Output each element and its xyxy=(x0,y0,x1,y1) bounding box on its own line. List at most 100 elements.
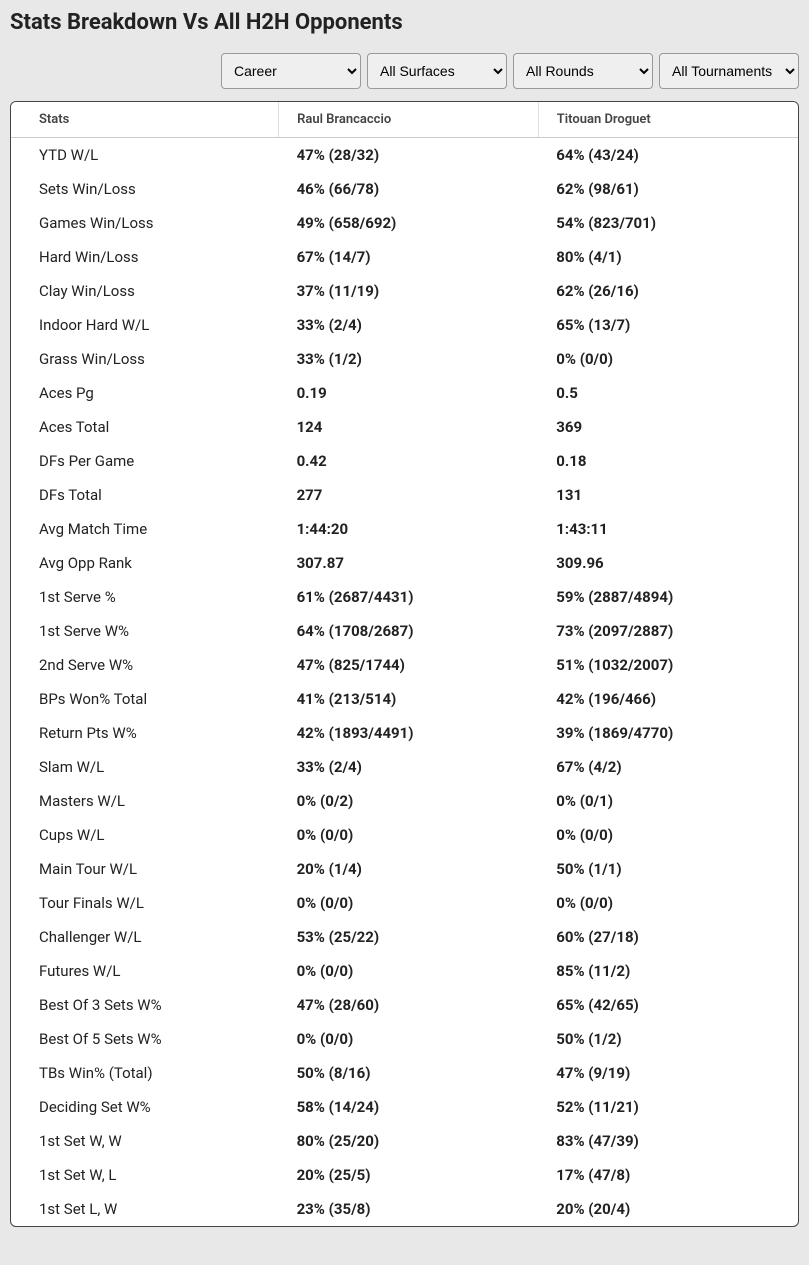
stat-value: 20% (20/4) xyxy=(538,1192,798,1226)
stat-value: 62% (26/16) xyxy=(538,274,798,308)
stat-value: 0% (0/0) xyxy=(538,342,798,376)
stat-label: Slam W/L xyxy=(11,750,279,784)
stat-label: Hard Win/Loss xyxy=(11,240,279,274)
filter-bar: Career All Surfaces All Rounds All Tourn… xyxy=(10,53,799,89)
stat-label: Main Tour W/L xyxy=(11,852,279,886)
stat-label: Futures W/L xyxy=(11,954,279,988)
stat-value: 67% (14/7) xyxy=(279,240,539,274)
table-row: Sets Win/Loss46% (66/78)62% (98/61) xyxy=(11,172,798,206)
stat-value: 0.19 xyxy=(279,376,539,410)
table-row: Grass Win/Loss33% (1/2)0% (0/0) xyxy=(11,342,798,376)
table-row: DFs Total277131 xyxy=(11,478,798,512)
table-row: Masters W/L0% (0/2)0% (0/1) xyxy=(11,784,798,818)
stats-table-container: Stats Raul Brancaccio Titouan Droguet YT… xyxy=(10,101,799,1227)
stat-label: YTD W/L xyxy=(11,138,279,173)
stat-label: Return Pts W% xyxy=(11,716,279,750)
table-row: BPs Won% Total41% (213/514)42% (196/466) xyxy=(11,682,798,716)
stat-value: 50% (1/2) xyxy=(538,1022,798,1056)
stat-value: 124 xyxy=(279,410,539,444)
stat-label: Indoor Hard W/L xyxy=(11,308,279,342)
table-row: TBs Win% (Total)50% (8/16)47% (9/19) xyxy=(11,1056,798,1090)
tournament-select[interactable]: All Tournaments xyxy=(659,53,799,89)
stat-value: 17% (47/8) xyxy=(538,1158,798,1192)
stat-value: 33% (2/4) xyxy=(279,750,539,784)
stat-label: Cups W/L xyxy=(11,818,279,852)
table-row: 1st Serve %61% (2687/4431)59% (2887/4894… xyxy=(11,580,798,614)
table-row: Challenger W/L53% (25/22)60% (27/18) xyxy=(11,920,798,954)
stat-value: 41% (213/514) xyxy=(279,682,539,716)
col-header-player1: Raul Brancaccio xyxy=(279,102,539,138)
stat-value: 65% (13/7) xyxy=(538,308,798,342)
table-row: Return Pts W%42% (1893/4491)39% (1869/47… xyxy=(11,716,798,750)
stat-label: Masters W/L xyxy=(11,784,279,818)
table-row: Avg Match Time1:44:201:43:11 xyxy=(11,512,798,546)
table-row: 2nd Serve W%47% (825/1744)51% (1032/2007… xyxy=(11,648,798,682)
stat-value: 50% (8/16) xyxy=(279,1056,539,1090)
stat-value: 65% (42/65) xyxy=(538,988,798,1022)
table-row: Games Win/Loss49% (658/692)54% (823/701) xyxy=(11,206,798,240)
stat-value: 85% (11/2) xyxy=(538,954,798,988)
table-row: 1st Set W, L20% (25/5)17% (47/8) xyxy=(11,1158,798,1192)
stat-value: 47% (28/60) xyxy=(279,988,539,1022)
surface-select[interactable]: All Surfaces xyxy=(367,53,507,89)
stat-value: 309.96 xyxy=(538,546,798,580)
stat-label: Aces Pg xyxy=(11,376,279,410)
stat-label: Clay Win/Loss xyxy=(11,274,279,308)
table-row: Slam W/L33% (2/4)67% (4/2) xyxy=(11,750,798,784)
stat-value: 307.87 xyxy=(279,546,539,580)
table-row: YTD W/L47% (28/32)64% (43/24) xyxy=(11,138,798,173)
stat-label: Deciding Set W% xyxy=(11,1090,279,1124)
period-select[interactable]: Career xyxy=(221,53,361,89)
stat-value: 0.18 xyxy=(538,444,798,478)
table-row: Best Of 3 Sets W%47% (28/60)65% (42/65) xyxy=(11,988,798,1022)
stat-value: 0% (0/0) xyxy=(538,818,798,852)
stat-value: 47% (9/19) xyxy=(538,1056,798,1090)
table-row: Futures W/L0% (0/0)85% (11/2) xyxy=(11,954,798,988)
stat-value: 0% (0/1) xyxy=(538,784,798,818)
stat-value: 47% (28/32) xyxy=(279,138,539,173)
stat-value: 54% (823/701) xyxy=(538,206,798,240)
stat-value: 131 xyxy=(538,478,798,512)
table-row: Indoor Hard W/L33% (2/4)65% (13/7) xyxy=(11,308,798,342)
page-title: Stats Breakdown Vs All H2H Opponents xyxy=(10,10,799,35)
table-row: DFs Per Game0.420.18 xyxy=(11,444,798,478)
stat-value: 52% (11/21) xyxy=(538,1090,798,1124)
stat-label: Sets Win/Loss xyxy=(11,172,279,206)
round-select[interactable]: All Rounds xyxy=(513,53,653,89)
stat-label: 2nd Serve W% xyxy=(11,648,279,682)
stat-value: 0% (0/0) xyxy=(279,1022,539,1056)
stats-table: Stats Raul Brancaccio Titouan Droguet YT… xyxy=(11,102,798,1226)
stat-label: 1st Set W, L xyxy=(11,1158,279,1192)
stat-label: Best Of 3 Sets W% xyxy=(11,988,279,1022)
col-header-player2: Titouan Droguet xyxy=(538,102,798,138)
stat-label: 1st Set L, W xyxy=(11,1192,279,1226)
stat-value: 37% (11/19) xyxy=(279,274,539,308)
stat-value: 62% (98/61) xyxy=(538,172,798,206)
stat-value: 42% (196/466) xyxy=(538,682,798,716)
stat-label: Games Win/Loss xyxy=(11,206,279,240)
stat-value: 49% (658/692) xyxy=(279,206,539,240)
table-row: Tour Finals W/L0% (0/0)0% (0/0) xyxy=(11,886,798,920)
stat-value: 42% (1893/4491) xyxy=(279,716,539,750)
stat-value: 0% (0/0) xyxy=(279,954,539,988)
table-row: Best Of 5 Sets W%0% (0/0)50% (1/2) xyxy=(11,1022,798,1056)
table-row: 1st Set W, W80% (25/20)83% (47/39) xyxy=(11,1124,798,1158)
stat-value: 64% (1708/2687) xyxy=(279,614,539,648)
stat-value: 67% (4/2) xyxy=(538,750,798,784)
stat-label: DFs Per Game xyxy=(11,444,279,478)
stat-value: 64% (43/24) xyxy=(538,138,798,173)
stat-value: 277 xyxy=(279,478,539,512)
stat-value: 0.5 xyxy=(538,376,798,410)
table-row: Hard Win/Loss67% (14/7)80% (4/1) xyxy=(11,240,798,274)
table-row: 1st Set L, W23% (35/8)20% (20/4) xyxy=(11,1192,798,1226)
stat-value: 0% (0/2) xyxy=(279,784,539,818)
stat-value: 83% (47/39) xyxy=(538,1124,798,1158)
stat-value: 0% (0/0) xyxy=(279,886,539,920)
stat-label: 1st Set W, W xyxy=(11,1124,279,1158)
stat-label: Avg Opp Rank xyxy=(11,546,279,580)
stat-label: BPs Won% Total xyxy=(11,682,279,716)
table-row: Avg Opp Rank307.87309.96 xyxy=(11,546,798,580)
stat-value: 20% (25/5) xyxy=(279,1158,539,1192)
stat-label: Challenger W/L xyxy=(11,920,279,954)
stat-value: 0.42 xyxy=(279,444,539,478)
